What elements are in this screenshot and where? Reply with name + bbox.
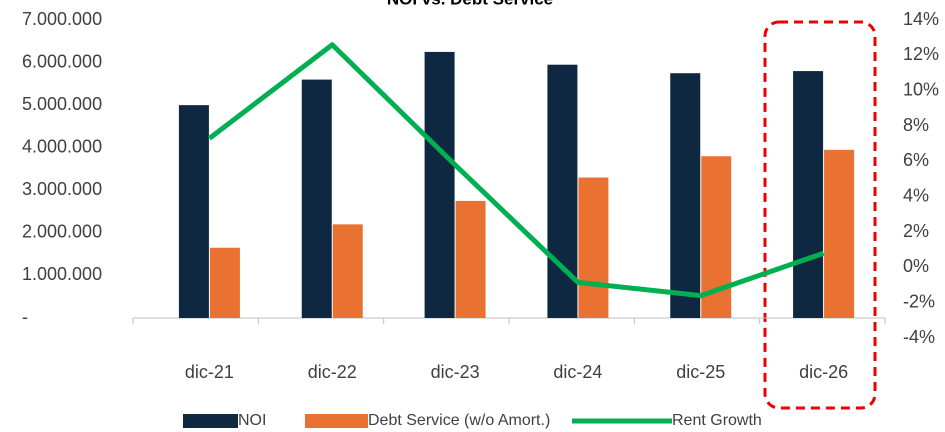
y-tick-label: 3.000.000 <box>22 179 102 199</box>
y-tick-label: - <box>22 307 28 327</box>
legend-swatch <box>305 414 368 428</box>
x-tick-label: dic-23 <box>431 362 480 382</box>
legend-label: Debt Service (w/o Amort.) <box>368 412 550 429</box>
x-tick-label: dic-26 <box>799 362 848 382</box>
bar <box>455 200 486 318</box>
y2-tick-label: -2% <box>903 291 935 311</box>
y-tick-label: 7.000.000 <box>22 9 102 29</box>
legend-label: NOI <box>238 412 266 429</box>
y2-tick-label: 12% <box>903 44 939 64</box>
highlight-box <box>763 20 877 410</box>
y-tick-label: 4.000.000 <box>22 136 102 156</box>
y-tick-label: 2.000.000 <box>22 222 102 242</box>
bar <box>301 79 332 318</box>
bar <box>178 105 209 319</box>
chart-title: NOI vs. Debt Service <box>387 0 553 8</box>
y-tick-label: 1.000.000 <box>22 264 102 284</box>
y2-tick-label: -4% <box>903 327 935 347</box>
y2-tick-label: 4% <box>903 185 929 205</box>
x-tick-label: dic-21 <box>185 362 234 382</box>
y-tick-label: 5.000.000 <box>22 94 102 114</box>
bar <box>670 73 701 318</box>
x-tick-label: dic-22 <box>308 362 357 382</box>
legend-label: Rent Growth <box>672 412 762 429</box>
y2-tick-label: 0% <box>903 256 929 276</box>
x-tick-label: dic-25 <box>676 362 725 382</box>
y-tick-label: 6.000.000 <box>22 51 102 71</box>
x-tick-label: dic-24 <box>553 362 602 382</box>
bar <box>332 224 363 318</box>
legend-swatch <box>183 414 238 428</box>
bar <box>578 177 609 318</box>
line <box>207 42 825 299</box>
y2-tick-label: 2% <box>903 221 929 241</box>
bar <box>424 51 455 319</box>
y2-tick-label: 6% <box>903 150 929 170</box>
y2-tick-label: 10% <box>903 79 939 99</box>
bar <box>209 247 240 318</box>
bar <box>824 149 855 318</box>
y2-tick-label: 8% <box>903 115 929 135</box>
y2-tick-label: 14% <box>903 9 939 29</box>
bar <box>793 71 824 318</box>
